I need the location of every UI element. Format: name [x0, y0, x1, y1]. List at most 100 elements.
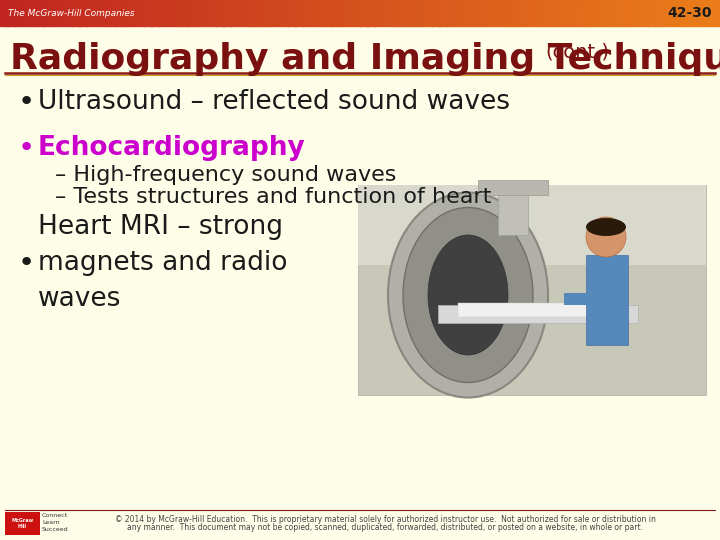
Bar [302, 0, 310, 26]
Bar [108, 0, 116, 26]
Bar [137, 0, 145, 26]
Ellipse shape [428, 235, 508, 355]
Bar [7, 0, 15, 26]
Bar [324, 0, 332, 26]
Bar [454, 0, 462, 26]
Bar [144, 0, 152, 26]
Bar [389, 0, 397, 26]
Bar [274, 0, 282, 26]
Text: The McGraw-Hill Companies: The McGraw-Hill Companies [8, 9, 135, 17]
Bar [425, 0, 433, 26]
Bar [79, 0, 87, 26]
Text: Ultrasound – reflected sound waves: Ultrasound – reflected sound waves [38, 89, 510, 115]
Bar [180, 0, 188, 26]
Bar [562, 0, 570, 26]
Bar [29, 0, 37, 26]
Bar [122, 0, 130, 26]
Bar [382, 0, 390, 26]
Text: © 2014 by McGraw-Hill Education.  This is proprietary material solely for author: © 2014 by McGraw-Hill Education. This is… [114, 515, 655, 523]
Text: 42-30: 42-30 [667, 6, 712, 20]
Bar [187, 0, 195, 26]
Bar [626, 0, 634, 26]
Text: •: • [18, 88, 35, 116]
Text: any manner.  This document may not be copied, scanned, duplicated, forwarded, di: any manner. This document may not be cop… [127, 523, 643, 531]
Bar [72, 0, 80, 26]
Bar [641, 0, 649, 26]
Bar [158, 0, 166, 26]
Text: – High-frequency sound waves: – High-frequency sound waves [55, 165, 397, 185]
Bar [202, 0, 210, 26]
Bar [410, 0, 418, 26]
Bar [317, 0, 325, 26]
Bar [216, 0, 224, 26]
Bar [22, 0, 30, 26]
Bar [58, 0, 66, 26]
Bar [576, 0, 584, 26]
Bar [346, 0, 354, 26]
Text: Radiography and Imaging Techniques: Radiography and Imaging Techniques [10, 42, 720, 76]
Text: •: • [18, 249, 35, 277]
Bar [590, 0, 598, 26]
Bar [586, 255, 628, 345]
Text: Learn: Learn [42, 520, 60, 525]
Bar [209, 0, 217, 26]
Bar [698, 0, 706, 26]
Bar [295, 0, 303, 26]
Bar [634, 0, 642, 26]
Bar [331, 0, 339, 26]
Bar [0, 0, 8, 26]
Text: Echocardiography: Echocardiography [38, 135, 306, 161]
Bar [478, 180, 548, 195]
Bar [194, 0, 202, 26]
Bar [612, 0, 620, 26]
Bar [252, 0, 260, 26]
Bar [526, 0, 534, 26]
Bar [619, 0, 627, 26]
Bar [115, 0, 123, 26]
Bar [281, 0, 289, 26]
Bar [533, 0, 541, 26]
Bar [598, 0, 606, 26]
Bar [504, 0, 512, 26]
Bar [482, 0, 490, 26]
Bar [461, 0, 469, 26]
Text: – Tests structures and function of heart: – Tests structures and function of heart [55, 187, 491, 207]
Bar [684, 0, 692, 26]
Bar [130, 0, 138, 26]
Bar [173, 0, 181, 26]
Bar [583, 0, 591, 26]
Bar [497, 0, 505, 26]
Bar [310, 0, 318, 26]
Bar [564, 293, 589, 305]
Bar [223, 0, 231, 26]
Text: Heart MRI – strong
magnets and radio
waves: Heart MRI – strong magnets and radio wav… [38, 214, 287, 312]
Bar [36, 0, 44, 26]
Text: McGraw
Hill: McGraw Hill [12, 518, 34, 529]
Bar [101, 0, 109, 26]
Bar [432, 0, 440, 26]
Bar [490, 0, 498, 26]
Bar [94, 0, 102, 26]
Text: Connect: Connect [42, 513, 68, 518]
Bar [14, 0, 22, 26]
Bar [605, 0, 613, 26]
Bar [338, 0, 346, 26]
Bar [670, 0, 678, 26]
Bar [65, 0, 73, 26]
Bar [511, 0, 519, 26]
Bar [288, 0, 296, 26]
Bar [518, 0, 526, 26]
Ellipse shape [388, 192, 548, 397]
Bar [446, 0, 454, 26]
Bar [266, 0, 274, 26]
Bar [677, 0, 685, 26]
Bar [468, 0, 476, 26]
Bar [418, 0, 426, 26]
Bar [403, 0, 411, 26]
Ellipse shape [586, 218, 626, 236]
Bar [691, 0, 699, 26]
Bar [374, 0, 382, 26]
Bar [151, 0, 159, 26]
Bar [547, 0, 555, 26]
Text: Succeed: Succeed [42, 527, 68, 532]
